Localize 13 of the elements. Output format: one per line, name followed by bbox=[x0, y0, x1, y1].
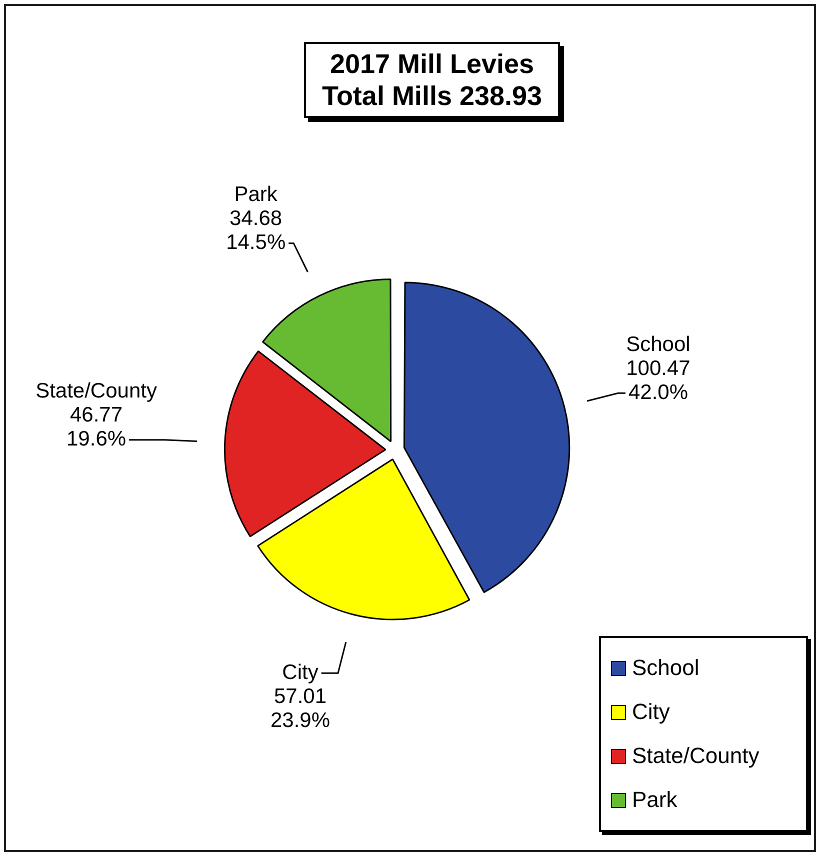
legend-label: School bbox=[631, 654, 700, 682]
data-label: 57.01 23.9% bbox=[270, 684, 330, 732]
data-label: 34.68 14.5% bbox=[226, 207, 286, 254]
data-label: 100.47 42.0% bbox=[626, 356, 690, 404]
legend-label: City bbox=[631, 698, 671, 726]
chart-title: 2017 Mill Levies Total Mills 238.93 bbox=[304, 42, 560, 118]
slice-label: School bbox=[626, 332, 690, 356]
legend-label: State/County bbox=[631, 742, 760, 770]
slice-label: City bbox=[282, 660, 319, 684]
slice-label: Park bbox=[234, 183, 278, 206]
data-label: 46.77 19.6% bbox=[66, 404, 126, 451]
slice-label: State/County bbox=[36, 380, 158, 403]
legend-label: Park bbox=[631, 786, 678, 814]
